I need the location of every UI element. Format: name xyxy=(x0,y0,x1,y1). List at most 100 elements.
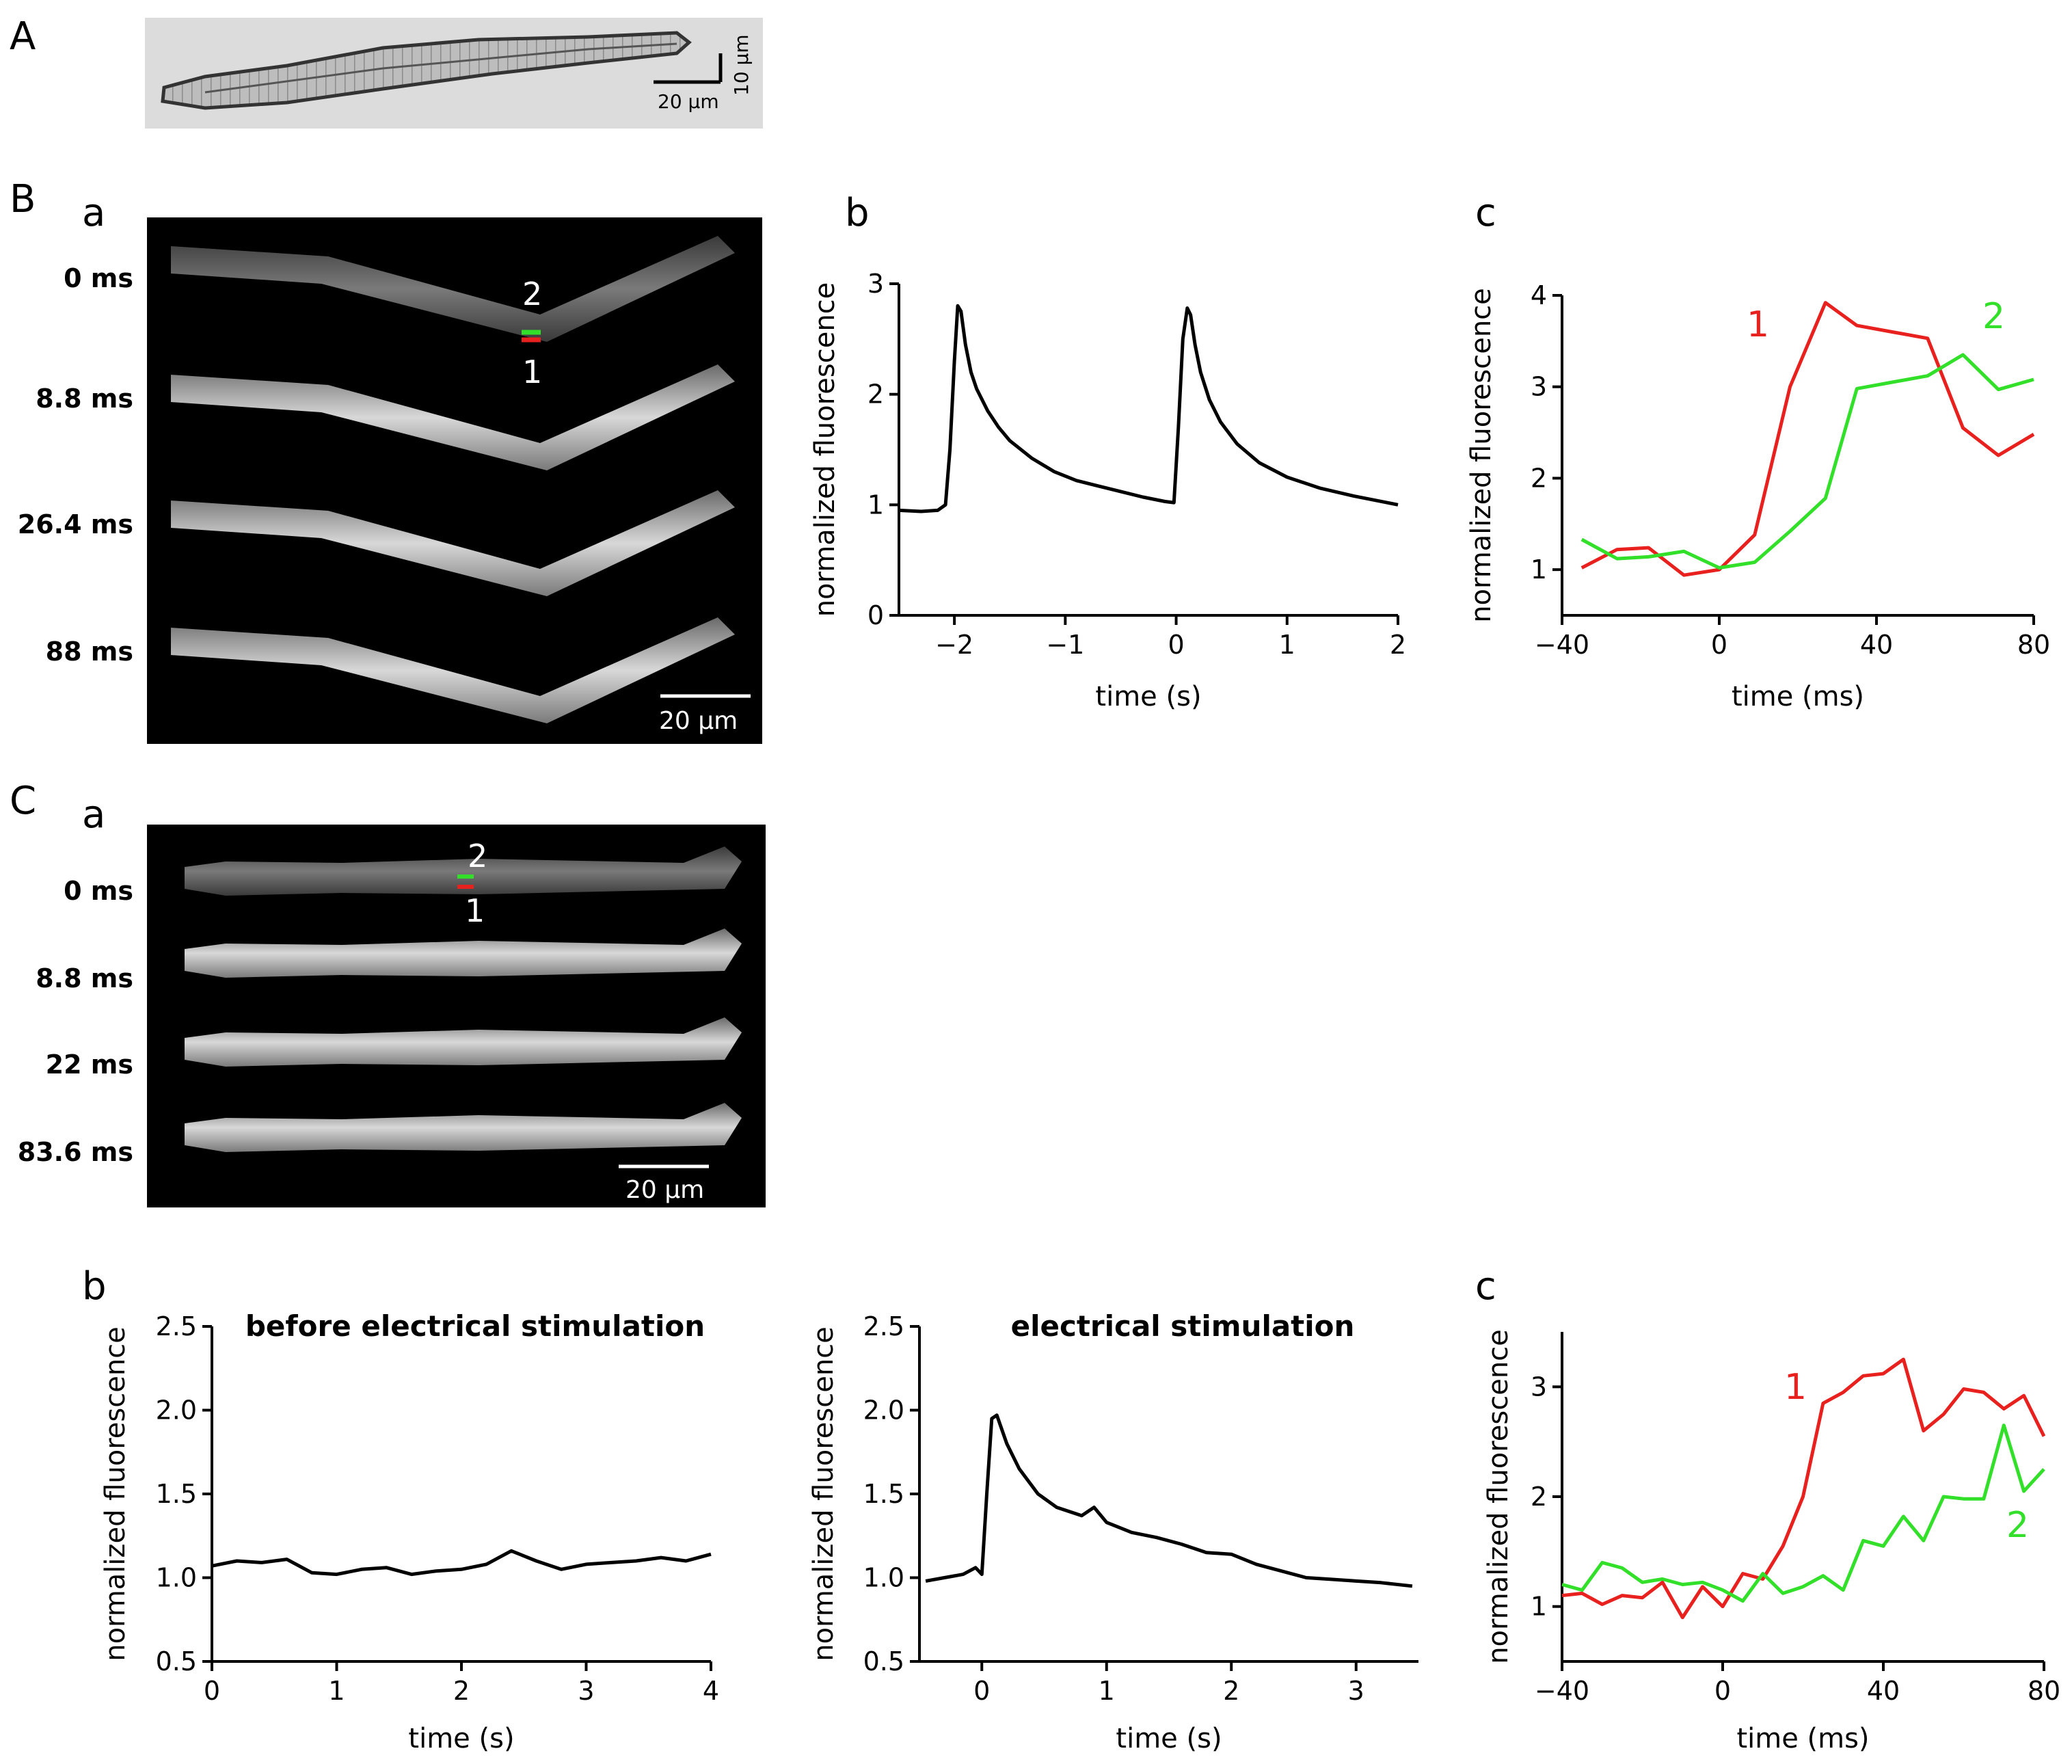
x-tick-label: 0 xyxy=(1711,630,1727,660)
panel-cc-label: c xyxy=(1475,1264,1496,1309)
x-tick-label: −40 xyxy=(1535,1676,1589,1706)
x-tick-label: 0 xyxy=(1714,1676,1731,1706)
x-tick-label: 1 xyxy=(1279,630,1295,660)
panel-ca-label: a xyxy=(82,792,105,837)
y-tick-label: 1 xyxy=(1531,554,1547,585)
chart-bc: −40 0 40 80 1 2 3 4 time (ms) normalized fluoresc… xyxy=(1466,280,2050,712)
ba-frame-1: 8.8 ms xyxy=(36,384,133,414)
panel-ba-label: a xyxy=(82,191,105,235)
y-tick-label: 2.0 xyxy=(156,1395,197,1426)
y-tick-label: 2.5 xyxy=(156,1311,197,1341)
series-line-fluorescence xyxy=(925,1413,1413,1588)
x-tick-label: −1 xyxy=(1046,630,1084,660)
x-tick-label: 3 xyxy=(578,1676,594,1706)
x-tick-label: 2 xyxy=(453,1676,470,1706)
y-axis-label: normalized fluorescence xyxy=(809,282,841,617)
series-line-2 xyxy=(1561,1424,2045,1603)
series-label-1: 1 xyxy=(1747,304,1769,345)
y-tick-label: 0.5 xyxy=(156,1646,197,1676)
y-tick-label: 2 xyxy=(1531,463,1547,493)
y-tick-label: 2 xyxy=(867,379,884,410)
y-tick-label: 2.0 xyxy=(863,1395,904,1426)
x-tick-label: 0 xyxy=(973,1676,990,1706)
panel-ba-image: 2 1 20 µm xyxy=(147,217,762,744)
ca-frame-2: 22 ms xyxy=(46,1050,133,1080)
bma-marker-1: 1 xyxy=(522,353,542,390)
x-tick-label: −2 xyxy=(935,630,973,660)
x-tick-label: 3 xyxy=(1348,1676,1364,1706)
y-tick-label: 3 xyxy=(1531,372,1547,402)
y-axis-label: normalized fluorescence xyxy=(808,1326,839,1661)
x-axis-label: time (s) xyxy=(1116,1723,1222,1754)
x-tick-label: 1 xyxy=(328,1676,345,1706)
chart-bb: −2 −1 0 1 2 0 1 2 3 time (s) normalized fluorescen… xyxy=(809,269,1406,712)
x-tick-label: 40 xyxy=(1860,630,1893,660)
ca-frame-1: 8.8 ms xyxy=(36,963,133,993)
panel-bc-label: c xyxy=(1475,191,1496,235)
x-tick-label: 4 xyxy=(703,1676,719,1706)
x-tick-label: −40 xyxy=(1535,630,1589,660)
ca-frame-0: 0 ms xyxy=(64,876,133,906)
y-axis-label: normalized fluorescence xyxy=(100,1326,131,1661)
x-tick-label: 1 xyxy=(1099,1676,1115,1706)
series-label-1: 1 xyxy=(1784,1367,1807,1408)
panel-ca-scale: 20 µm xyxy=(625,1176,704,1204)
x-axis-label: time (s) xyxy=(408,1723,514,1754)
y-tick-label: 1 xyxy=(867,490,884,520)
x-tick-label: 80 xyxy=(2017,630,2050,660)
x-tick-label: 80 xyxy=(2028,1676,2060,1706)
x-tick-label: 2 xyxy=(1223,1676,1239,1706)
y-tick-label: 1.0 xyxy=(863,1563,904,1593)
chart-title: electrical stimulation xyxy=(1011,1309,1355,1343)
chart-cb-before: 0 1 2 3 4 0.5 1.0 1.5 2.0 2.5 time (s) normalized f… xyxy=(100,1309,719,1754)
y-tick-label: 0.5 xyxy=(863,1646,904,1676)
x-tick-label: 0 xyxy=(204,1676,220,1706)
bma-marker-2: 2 xyxy=(522,276,542,312)
x-axis-label: time (s) xyxy=(1095,681,1201,712)
y-tick-label: 3 xyxy=(867,269,884,299)
series-label-2: 2 xyxy=(1982,296,2005,337)
y-axis-label: normalized fluorescence xyxy=(1466,288,1497,623)
ba-frame-2: 26.4 ms xyxy=(18,509,133,539)
x-axis-label: time (ms) xyxy=(1732,681,1864,712)
ca-frame-3: 83.6 ms xyxy=(18,1137,133,1167)
ba-frame-0: 0 ms xyxy=(64,263,133,293)
y-tick-label: 3 xyxy=(1531,1372,1547,1402)
y-tick-label: 2 xyxy=(1531,1482,1547,1512)
series-label-2: 2 xyxy=(2006,1505,2029,1546)
y-tick-label: 4 xyxy=(1531,280,1547,310)
series-line-1 xyxy=(1561,1357,2046,1620)
y-tick-label: 1.5 xyxy=(156,1479,197,1509)
panel-b-label: B xyxy=(10,177,36,222)
chart-cc: −40 0 40 80 1 2 3 time (ms) normalized fluoresce… xyxy=(1483,1329,2060,1754)
panel-a-label: A xyxy=(10,14,36,59)
x-axis-label: time (ms) xyxy=(1736,1723,1869,1754)
chart-cb-stim: 0 1 2 3 0.5 1.0 1.5 2.0 2.5 time (s) normalized fl… xyxy=(808,1309,1418,1754)
panel-cb-label: b xyxy=(82,1264,107,1309)
cma-marker-1: 1 xyxy=(465,892,485,929)
y-tick-label: 1 xyxy=(1531,1592,1547,1622)
chart-title: before electrical stimulation xyxy=(245,1309,705,1343)
y-tick-label: 1.5 xyxy=(863,1479,904,1509)
panel-ca-image: 2 1 20 µm xyxy=(147,825,766,1207)
x-tick-label: 2 xyxy=(1390,630,1406,660)
x-tick-label: 40 xyxy=(1867,1676,1900,1706)
panel-a-micrograph: 20 µm 10 µm xyxy=(145,18,763,129)
x-tick-label: 0 xyxy=(1168,630,1184,660)
y-axis-label: normalized fluorescence xyxy=(1483,1329,1514,1664)
cma-marker-2: 2 xyxy=(468,838,487,874)
series-line-2 xyxy=(1580,353,2034,570)
panel-c-label: C xyxy=(10,779,36,823)
panel-bb-label: b xyxy=(845,191,870,235)
y-tick-label: 1.0 xyxy=(156,1563,197,1593)
ba-frame-3: 88 ms xyxy=(46,637,133,667)
series-line-fluorescence xyxy=(898,304,1399,513)
y-tick-label: 0 xyxy=(867,600,884,630)
panel-a-scale-h: 20 µm xyxy=(658,90,719,113)
series-line-1 xyxy=(1580,301,2035,577)
series-line-fluorescence xyxy=(211,1549,712,1577)
panel-a-scale-v: 10 µm xyxy=(730,34,753,96)
y-tick-label: 2.5 xyxy=(863,1311,904,1341)
panel-ba-scale: 20 µm xyxy=(659,707,738,735)
